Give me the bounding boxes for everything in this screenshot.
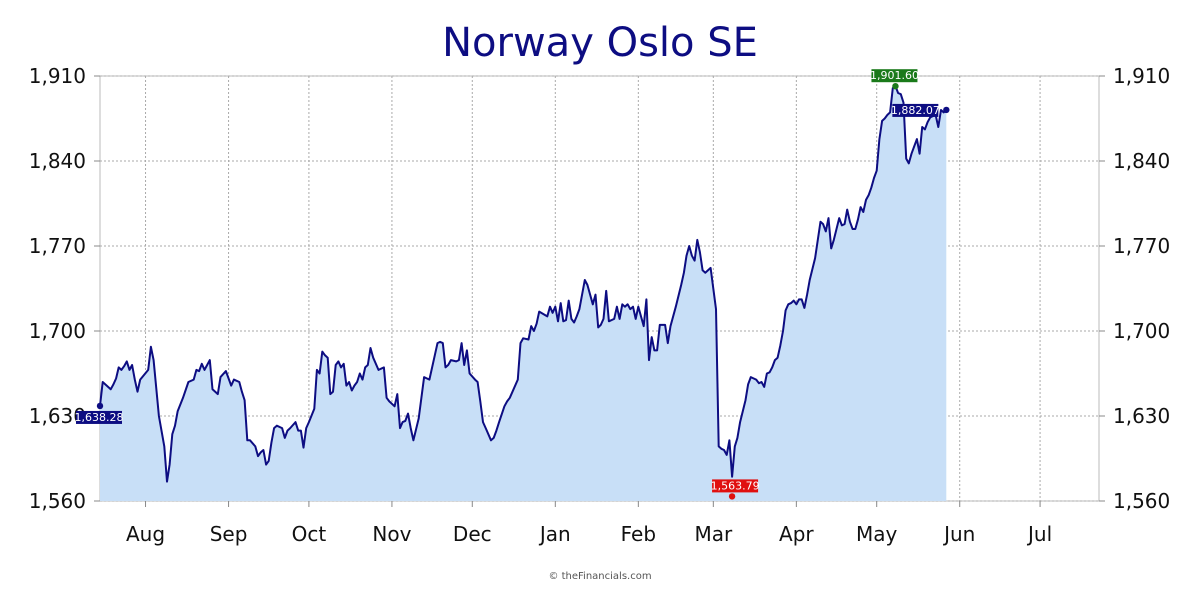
x-tick-label-dec: Dec bbox=[453, 522, 492, 546]
x-tick-label-jan: Jan bbox=[538, 522, 571, 546]
y-tick-label-left: 1,910 bbox=[29, 64, 86, 88]
x-tick-label-apr: Apr bbox=[779, 522, 814, 546]
first-marker: 1,638.28 bbox=[75, 402, 124, 424]
y-tick-label-right: 1,770 bbox=[1113, 234, 1170, 258]
x-tick-label-jul: Jul bbox=[1026, 522, 1052, 546]
x-tick-label-mar: Mar bbox=[694, 522, 733, 546]
annotations: 1,901.60 1,563.79 1,882.07 1,638.28 bbox=[75, 69, 950, 500]
y-tick-label-left: 1,560 bbox=[29, 489, 86, 513]
last-marker: 1,882.07 bbox=[891, 103, 950, 117]
credit-text: © theFinancials.com bbox=[548, 571, 651, 582]
y-tick-label-right: 1,910 bbox=[1113, 64, 1170, 88]
high-marker: 1,901.60 bbox=[870, 69, 919, 90]
x-axis: Aug Sep Oct Nov Dec Jan Feb Mar Apr May Jun Jul bbox=[126, 501, 1052, 546]
high-point bbox=[892, 83, 899, 90]
chart-title: Norway Oslo SE bbox=[442, 20, 758, 66]
low-value-label: 1,563.79 bbox=[711, 479, 760, 492]
first-value-label: 1,638.28 bbox=[75, 411, 124, 424]
x-tick-label-may: May bbox=[856, 522, 898, 546]
high-value-label: 1,901.60 bbox=[870, 69, 919, 82]
price-area-fill bbox=[100, 86, 947, 501]
y-tick-label-right: 1,840 bbox=[1113, 149, 1170, 173]
y-tick-label-right: 1,700 bbox=[1113, 319, 1170, 343]
low-point bbox=[728, 493, 736, 500]
first-point bbox=[96, 402, 104, 410]
y-tick-label-left: 1,840 bbox=[29, 149, 86, 173]
y-tick-label-right: 1,560 bbox=[1113, 489, 1170, 513]
y-tick-label-right: 1,630 bbox=[1113, 404, 1170, 428]
x-tick-label-sep: Sep bbox=[210, 522, 248, 546]
last-value-label: 1,882.07 bbox=[891, 104, 940, 117]
y-tick-label-left: 1,700 bbox=[29, 319, 86, 343]
x-tick-label-jun: Jun bbox=[942, 522, 975, 546]
x-tick-label-aug: Aug bbox=[126, 522, 165, 546]
price-line bbox=[99, 85, 947, 483]
x-tick-label-oct: Oct bbox=[292, 522, 327, 546]
low-marker: 1,563.79 bbox=[711, 479, 760, 500]
x-tick-label-nov: Nov bbox=[372, 522, 411, 546]
x-tick-label-feb: Feb bbox=[621, 522, 656, 546]
y-axis-right: 1,560 1,630 1,700 1,770 1,840 1,910 bbox=[1099, 64, 1170, 513]
last-point bbox=[943, 106, 950, 114]
y-tick-label-left: 1,770 bbox=[29, 234, 86, 258]
